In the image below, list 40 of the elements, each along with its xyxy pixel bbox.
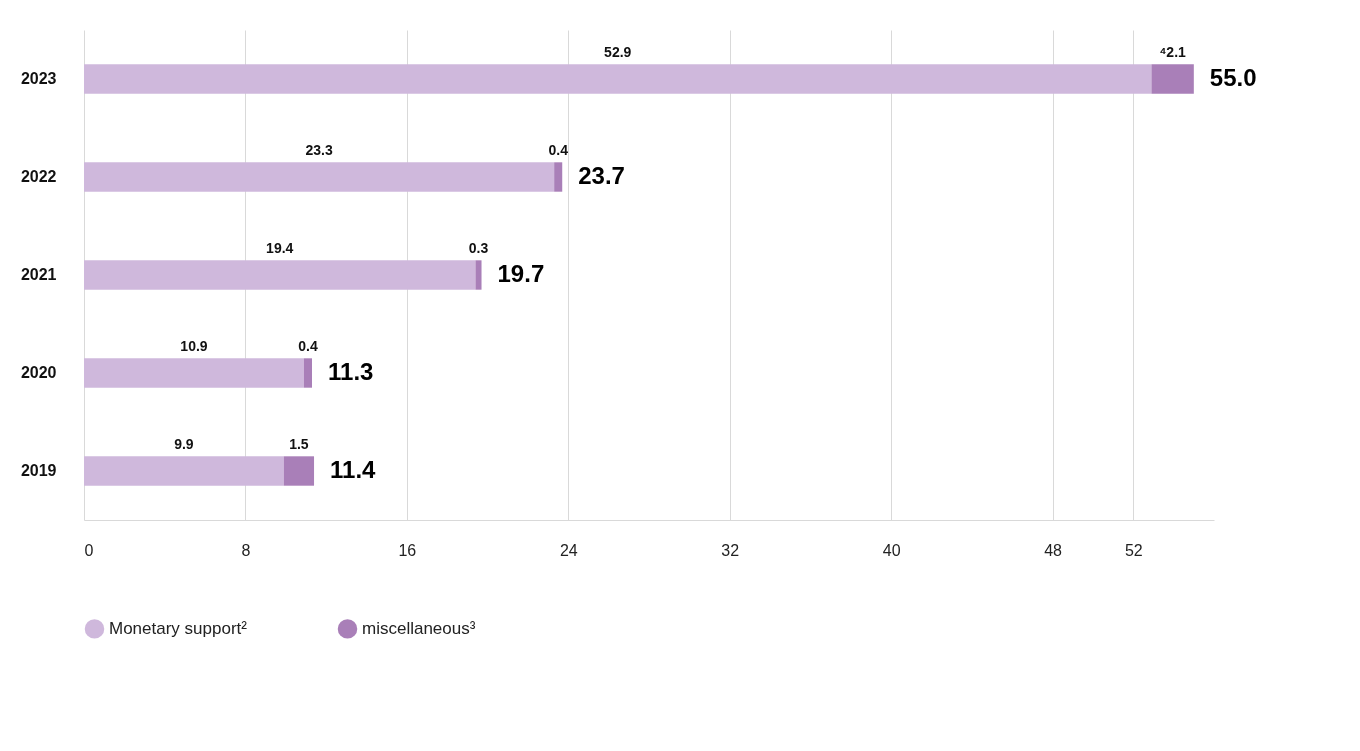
bar <box>84 64 1152 94</box>
x-tick-label: 0 <box>84 541 94 559</box>
bar <box>1151 64 1194 94</box>
bar <box>475 260 482 290</box>
bar <box>84 456 284 486</box>
x-tick-label: 52 <box>1124 541 1143 559</box>
total-label: 23.7 <box>578 162 625 189</box>
bar <box>554 162 563 192</box>
y-tick-label: 2023 <box>20 70 57 87</box>
legend-label: Monetary support² <box>109 618 248 638</box>
data-label: 10.9 <box>180 338 208 354</box>
legend-label: miscellaneous³ <box>362 618 476 638</box>
data-label: 23.3 <box>305 142 333 158</box>
data-label: 0.4 <box>298 338 318 354</box>
y-tick-label: 2019 <box>20 462 57 479</box>
bar <box>303 358 313 388</box>
bar <box>84 162 555 192</box>
y-tick-label: 2022 <box>20 168 57 185</box>
total-label: 19.7 <box>497 260 545 287</box>
bar <box>84 260 476 290</box>
data-label: 52.9 <box>604 44 632 60</box>
x-tick-label: 24 <box>559 541 578 559</box>
data-label: 1.5 <box>289 436 309 452</box>
x-tick-label: 8 <box>241 541 251 559</box>
y-tick-label: 2020 <box>20 364 57 381</box>
data-label: 0.3 <box>468 240 489 256</box>
x-tick-label: 32 <box>721 541 740 559</box>
bar <box>283 456 315 486</box>
data-label: 0.4 <box>548 142 569 158</box>
data-label: 9.9 <box>174 436 194 452</box>
data-label: 19.4 <box>266 240 294 256</box>
bar <box>84 358 304 388</box>
total-label: 11.3 <box>328 358 374 385</box>
data-label: ⁴2.1 <box>1159 44 1187 60</box>
total-label: 55.0 <box>1209 64 1257 91</box>
x-tick-label: 40 <box>882 541 901 559</box>
x-tick-label: 48 <box>1044 541 1063 559</box>
total-label: 11.4 <box>330 456 377 483</box>
y-tick-label: 2021 <box>20 266 57 283</box>
x-tick-label: 16 <box>398 541 417 559</box>
